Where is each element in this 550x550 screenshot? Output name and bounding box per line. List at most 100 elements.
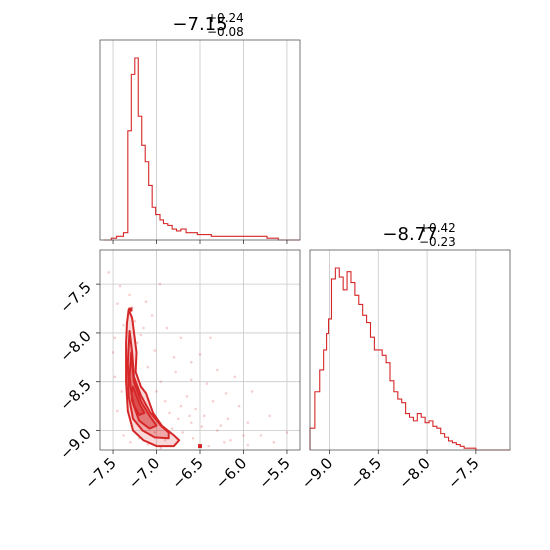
joint-contour-core (130, 385, 146, 416)
joint-scatter-point (223, 440, 226, 444)
joint-scatter-point (116, 409, 119, 413)
joint-scatter-point (120, 390, 124, 393)
joint-scatter-point (205, 382, 209, 385)
joint-y-tick-label: −7.5 (56, 278, 94, 316)
joint-scatter-point (122, 434, 125, 437)
joint-scatter-point (129, 440, 132, 444)
joint-density-contours (125, 308, 181, 448)
joint-scatter-point (170, 427, 174, 430)
joint-scatter-point (159, 380, 163, 384)
joint-scatter-point (174, 370, 177, 374)
marginal-param2-x-tick-label: −9.0 (298, 454, 336, 492)
joint-scatter-point (226, 417, 230, 421)
joint-scatter-point (190, 378, 193, 382)
joint-scatter-point (155, 390, 158, 393)
marginal-param2-x-tick-label: −7.5 (444, 454, 482, 492)
joint-scatter-point (224, 392, 228, 395)
joint-scatter-point (153, 349, 157, 352)
marginal-param2-x-tick-label: −8.0 (395, 454, 433, 492)
joint-scatter-point (139, 333, 143, 337)
joint-scatter-point (237, 404, 241, 408)
joint-scatter-point (122, 323, 125, 327)
joint-marker-points (128, 307, 202, 449)
joint-scatter-points (107, 271, 289, 450)
marginal-param2-histogram (309, 267, 510, 451)
joint-scatter-point (200, 425, 204, 428)
marginal-param1-histogram-line (103, 57, 300, 241)
joint-x-tick-label: −6.0 (212, 454, 250, 492)
joint-scatter-point (268, 414, 271, 418)
joint-scatter-point (229, 438, 232, 442)
marginal-param2-x-tick-labels: −9.0 −8.5 −8.0 −7.5 (298, 450, 483, 493)
joint-scatter-point (207, 444, 210, 448)
joint-scatter-point (246, 443, 250, 447)
marginal-param2-minus-error: −0.23 (419, 235, 456, 249)
joint-scatter-point (181, 431, 184, 434)
joint-scatter-point (211, 399, 215, 403)
marginal-param2-frame (309, 249, 511, 451)
joint-scatter-point (168, 411, 171, 415)
marginal-param1-plus-error: +0.24 (207, 11, 244, 25)
joint-scatter-point (113, 375, 117, 379)
joint-scatter-point (191, 436, 195, 440)
marginal-param1-grid (112, 40, 288, 240)
marginal-panel-param1: −7.15 +0.24 −0.08 (99, 11, 301, 244)
joint-scatter-point (190, 421, 193, 424)
marginal-param1-median: −7.15 (172, 14, 227, 35)
marginal-param2-histogram-line (309, 267, 510, 451)
joint-scatter-point (163, 438, 167, 442)
joint-scatter-point (116, 302, 119, 305)
joint-scatter-point (285, 431, 289, 434)
marginal-param1-minus-error: −0.08 (207, 25, 244, 39)
marginal-param2-median: −8.77 (382, 224, 437, 245)
joint-scatter-point (198, 353, 202, 356)
joint-scatter-point (163, 399, 167, 403)
joint-scatter-point (216, 429, 219, 432)
joint-x-tick-label: −7.5 (81, 454, 119, 492)
joint-scatter-point (216, 368, 219, 372)
marginal-param2-plus-error: +0.42 (419, 221, 456, 235)
marginal-param1-histogram (103, 57, 300, 241)
joint-scatter-point (150, 314, 154, 317)
joint-scatter-point (233, 375, 237, 379)
joint-y-tick-label: −9.0 (56, 425, 94, 463)
joint-scatter-point (142, 326, 145, 330)
joint-scatter-point (146, 365, 150, 369)
joint-scatter-point (133, 319, 137, 323)
joint-x-tick-label: −6.5 (168, 454, 206, 492)
joint-scatter-point (203, 414, 206, 418)
joint-scatter-point (259, 434, 263, 437)
joint-scatter-point (158, 282, 162, 286)
joint-scatter-point (136, 341, 139, 344)
joint-scatter-point (250, 390, 254, 393)
joint-scatter-point (242, 434, 245, 437)
marginal-param1-x-ticks (112, 240, 288, 244)
joint-scatter-point (165, 326, 169, 330)
joint-scatter-point (107, 271, 110, 274)
joint-scatter-point (153, 431, 157, 434)
joint-x-tick-label: −7.0 (125, 454, 163, 492)
joint-scatter-point (194, 407, 197, 411)
joint-y-tick-labels: −7.5 −8.0 −8.5 −9.0 (56, 278, 100, 463)
joint-scatter-point (128, 293, 131, 297)
joint-scatter-point (111, 351, 115, 354)
joint-marker-point (128, 307, 133, 312)
joint-scatter-point (209, 336, 212, 340)
joint-scatter-point (272, 440, 276, 444)
joint-scatter-point (144, 300, 148, 304)
joint-panel: −7.5 −7.0 −6.5 −6.0 −5.5 −7.5−8.0−8.5−9.0 (56, 249, 301, 493)
joint-scatter-point (188, 414, 191, 418)
joint-scatter-point (179, 336, 183, 340)
marginal-panel-param2: −9.0 −8.5 −8.0 −7.5 −8.77 +0.42 −0.23 (298, 221, 511, 493)
joint-scatter-point (185, 395, 189, 398)
joint-scatter-point (176, 417, 180, 421)
joint-scatter-point (179, 404, 183, 408)
marginal-param2-title: −8.77 (382, 224, 437, 245)
joint-x-tick-labels: −7.5 −7.0 −6.5 −6.0 −5.5 (81, 450, 294, 493)
joint-scatter-point (246, 421, 250, 424)
marginal-param2-x-tick-label: −8.5 (347, 454, 385, 492)
joint-scatter-point (219, 424, 223, 427)
joint-y-tick-label: −8.0 (56, 327, 94, 365)
joint-marker-point (198, 444, 202, 449)
